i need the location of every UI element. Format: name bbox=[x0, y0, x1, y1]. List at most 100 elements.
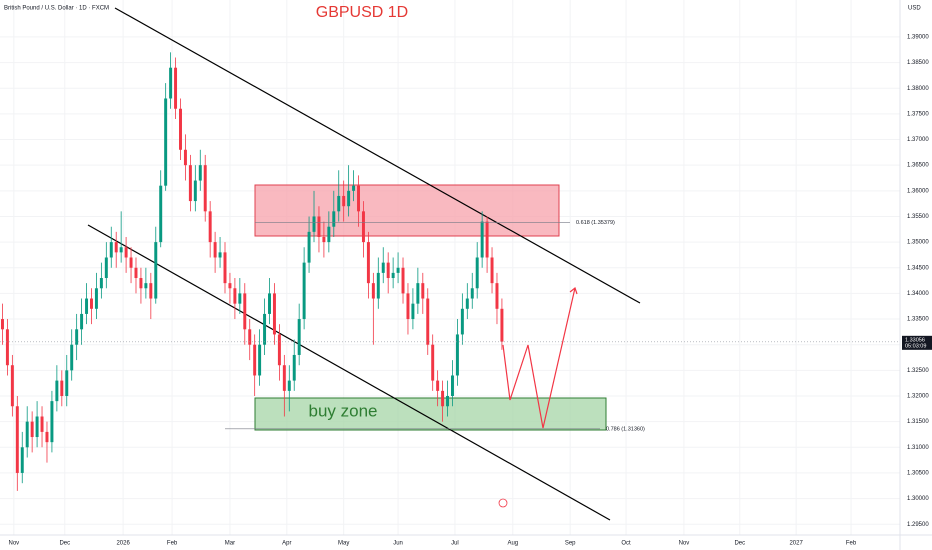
candle-body bbox=[149, 283, 153, 299]
candle-body bbox=[119, 247, 123, 253]
candle-body bbox=[376, 272, 380, 299]
candle-body bbox=[99, 278, 103, 289]
candle-body bbox=[85, 298, 89, 314]
candle-body bbox=[70, 344, 74, 371]
zone-label: buy zone bbox=[309, 401, 378, 420]
candle-body bbox=[104, 257, 108, 279]
candle-body bbox=[228, 283, 232, 289]
candle-body bbox=[179, 108, 182, 150]
candle-body bbox=[292, 354, 296, 381]
x-tick-label: Feb bbox=[846, 541, 857, 547]
symbol-header: British Pound / U.S. Dollar · 1D · FXCM bbox=[4, 6, 109, 12]
candle-body bbox=[203, 165, 207, 212]
demand-zone bbox=[254, 397, 607, 431]
candle-body bbox=[396, 267, 400, 273]
candle-body bbox=[80, 313, 84, 330]
candle-body bbox=[164, 98, 168, 186]
candle-body bbox=[307, 231, 311, 263]
candle-body bbox=[342, 195, 346, 207]
x-tick-label: Nov bbox=[9, 541, 20, 547]
y-tick-label: 1.29500 bbox=[907, 522, 929, 528]
candle-body bbox=[129, 257, 133, 268]
candle-body bbox=[361, 211, 365, 243]
candle-body bbox=[411, 303, 415, 320]
candle-body bbox=[193, 180, 197, 202]
candle-body bbox=[0, 319, 4, 330]
projection-arrow bbox=[569, 286, 578, 295]
candle-body bbox=[282, 365, 286, 391]
y-tick-label: 1.38500 bbox=[907, 60, 929, 66]
candle-body bbox=[159, 185, 163, 243]
candle-body bbox=[248, 329, 252, 345]
candle-body bbox=[431, 344, 435, 381]
fib-label: 0.618 (1.35379) bbox=[576, 220, 615, 226]
x-tick-label: Aug bbox=[507, 541, 518, 547]
candle-body bbox=[416, 283, 420, 304]
y-tick-label: 1.37500 bbox=[907, 111, 929, 117]
candle-body bbox=[188, 165, 192, 202]
candle-body bbox=[233, 288, 237, 304]
candle-body bbox=[198, 165, 202, 181]
x-tick-label: Jun bbox=[393, 541, 403, 547]
candle-body bbox=[446, 395, 450, 407]
y-tick-label: 1.31000 bbox=[907, 445, 929, 451]
candle-body bbox=[218, 252, 222, 258]
y-tick-label: 1.31500 bbox=[907, 419, 929, 425]
candle-body bbox=[20, 447, 24, 473]
y-tick-label: 1.34500 bbox=[907, 265, 929, 271]
candle-body bbox=[243, 293, 247, 330]
y-tick-label: 1.34000 bbox=[907, 291, 929, 297]
candle-body bbox=[490, 257, 494, 284]
supply-zone bbox=[254, 184, 560, 237]
event-icon bbox=[498, 498, 508, 508]
candle-body bbox=[302, 262, 306, 320]
y-tick-label: 1.37000 bbox=[907, 137, 929, 143]
candle-body bbox=[495, 283, 499, 309]
candle-body bbox=[35, 416, 39, 438]
candle-body bbox=[406, 293, 410, 320]
x-tick-label: Mar bbox=[225, 541, 235, 547]
x-tick-label: Sep bbox=[565, 541, 576, 547]
candle-body bbox=[401, 267, 405, 294]
x-tick-label: Feb bbox=[167, 541, 178, 547]
candle-body bbox=[450, 375, 454, 396]
candle-body bbox=[337, 195, 341, 212]
candle-body bbox=[253, 344, 257, 376]
x-tick-label: May bbox=[338, 541, 349, 547]
candle-body bbox=[426, 298, 430, 345]
projection-path bbox=[502, 287, 576, 429]
candle-body bbox=[475, 257, 479, 289]
candle-body bbox=[5, 329, 9, 366]
candle-body bbox=[90, 298, 93, 309]
candle-body bbox=[45, 431, 49, 443]
y-tick-label: 1.30000 bbox=[907, 496, 929, 502]
candle-body bbox=[134, 267, 138, 279]
candle-body bbox=[263, 313, 267, 345]
candle-body bbox=[15, 406, 19, 473]
candle-body bbox=[455, 334, 459, 376]
candle-body bbox=[347, 190, 351, 207]
candle-body bbox=[223, 252, 227, 284]
x-tick-label: Oct bbox=[621, 541, 631, 547]
candle-body bbox=[297, 319, 301, 355]
trend-line bbox=[114, 7, 641, 304]
y-tick-label: 1.36500 bbox=[907, 163, 929, 169]
y-tick-label: 1.35500 bbox=[907, 214, 929, 220]
candle-body bbox=[421, 283, 425, 299]
candle-body bbox=[30, 421, 34, 438]
candle-body bbox=[441, 390, 445, 407]
candle-body bbox=[25, 421, 29, 448]
candle-body bbox=[75, 329, 79, 345]
candle-body bbox=[485, 221, 489, 258]
trend-line bbox=[87, 224, 611, 521]
chart-title: GBPUSD 1D bbox=[316, 4, 408, 21]
candle-body bbox=[94, 288, 98, 309]
candle-body bbox=[272, 293, 276, 335]
candle-body bbox=[238, 293, 242, 304]
x-tick-label: 2027 bbox=[789, 541, 803, 547]
candle-body bbox=[40, 416, 44, 432]
candle-body bbox=[322, 236, 326, 243]
x-tick-label: Dec bbox=[59, 541, 70, 547]
candle-body bbox=[109, 242, 113, 258]
candle-body bbox=[50, 401, 54, 443]
